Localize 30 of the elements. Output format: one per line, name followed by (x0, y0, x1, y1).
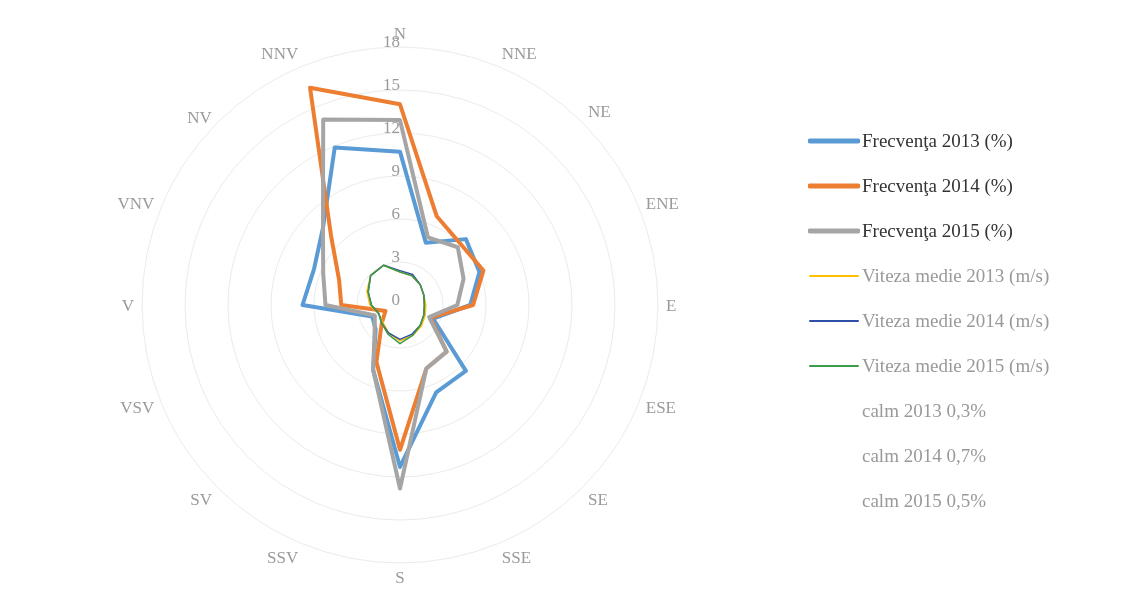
y-tick-label: 9 (391, 161, 400, 180)
y-tick-label: 12 (383, 118, 400, 137)
spoke-label: SE (588, 490, 608, 510)
spoke-label: NNV (261, 44, 299, 64)
text: calm 2015 0,5% (861, 488, 987, 513)
legend-label: Viteza medie 2015 (m/s) (862, 354, 1050, 377)
spoke-label: SV (190, 490, 213, 510)
spoke-label: E (666, 296, 677, 316)
spoke-label: S (395, 568, 405, 588)
legend-label: Frecvenţa 2015 (%) (862, 219, 1013, 242)
legend-label: Viteza medie 2013 (m/s) (862, 264, 1050, 287)
spoke-label: NV (187, 107, 213, 127)
legend-label: Frecvenţa 2014 (%) (862, 174, 1013, 197)
text: calm 2013 0,3% (861, 398, 987, 423)
y-tick-label: 15 (383, 75, 400, 94)
spoke-label: SSE (501, 547, 532, 567)
spoke-label: ENE (645, 194, 679, 214)
spoke-label: V (121, 296, 135, 316)
spoke-label: NE (588, 101, 611, 121)
legend-label: Frecvenţa 2013 (%) (862, 129, 1013, 152)
spoke-label: ESE (645, 397, 676, 417)
spoke-label: NNE (501, 44, 537, 64)
spoke-label: VNV (117, 194, 155, 214)
text: calm 2014 0,7% (861, 443, 987, 468)
spoke-label: VSV (120, 397, 155, 417)
y-tick-label: 0 (391, 290, 400, 309)
spoke-label: SSV (267, 547, 299, 567)
y-tick-label: 3 (391, 247, 400, 266)
legend-label: Viteza medie 2014 (m/s) (862, 309, 1050, 332)
y-tick-label: 6 (391, 204, 400, 223)
